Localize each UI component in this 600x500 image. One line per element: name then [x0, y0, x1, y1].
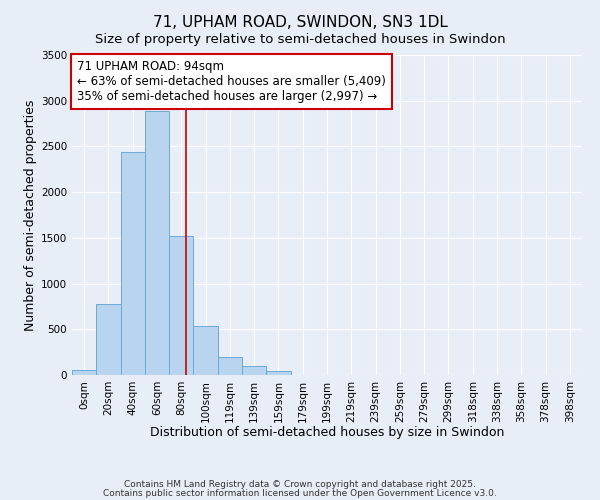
Text: Contains public sector information licensed under the Open Government Licence v3: Contains public sector information licen…	[103, 488, 497, 498]
Text: 71, UPHAM ROAD, SWINDON, SN3 1DL: 71, UPHAM ROAD, SWINDON, SN3 1DL	[152, 15, 448, 30]
Bar	[121, 152, 145, 375]
Bar	[96, 304, 121, 375]
Bar	[72, 370, 96, 375]
Bar	[193, 326, 218, 375]
Bar	[266, 372, 290, 375]
Text: Size of property relative to semi-detached houses in Swindon: Size of property relative to semi-detach…	[95, 32, 505, 46]
Text: 71 UPHAM ROAD: 94sqm
← 63% of semi-detached houses are smaller (5,409)
35% of se: 71 UPHAM ROAD: 94sqm ← 63% of semi-detac…	[77, 60, 386, 103]
Bar	[218, 357, 242, 375]
X-axis label: Distribution of semi-detached houses by size in Swindon: Distribution of semi-detached houses by …	[150, 426, 504, 439]
Bar	[169, 236, 193, 375]
Y-axis label: Number of semi-detached properties: Number of semi-detached properties	[24, 100, 37, 330]
Bar	[242, 366, 266, 375]
Bar	[145, 111, 169, 375]
Text: Contains HM Land Registry data © Crown copyright and database right 2025.: Contains HM Land Registry data © Crown c…	[124, 480, 476, 489]
